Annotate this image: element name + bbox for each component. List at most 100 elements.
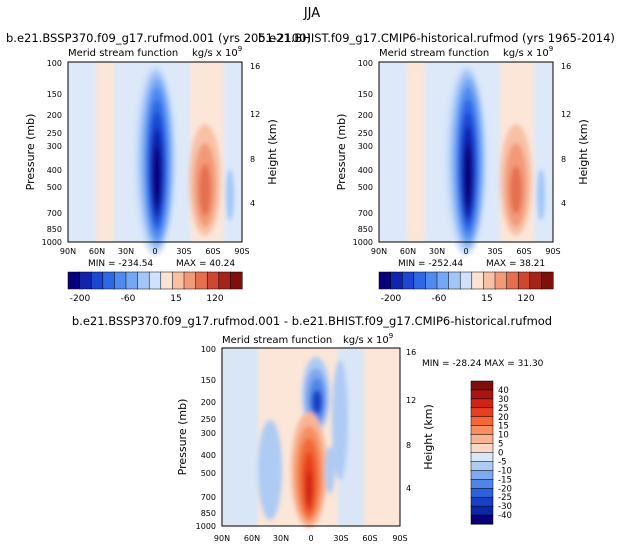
colorbar-cell bbox=[470, 434, 494, 445]
colorbar-cell bbox=[448, 271, 461, 290]
colorbar-tick-label: 40 bbox=[498, 386, 509, 396]
colorbar-cell bbox=[401, 271, 415, 290]
colorbar-tick-label: -15 bbox=[498, 475, 512, 485]
colorbar: -200 -60 15 120 bbox=[378, 271, 554, 304]
y-tick-label: 200 bbox=[358, 111, 373, 120]
colorbar-tick-label: 10 bbox=[498, 431, 509, 441]
colorbar-cells bbox=[378, 271, 554, 290]
plot-frame bbox=[378, 61, 554, 243]
contour-neg bbox=[332, 360, 348, 480]
panel-title: b.e21.BSSP370.f09_g17.rufmod.001 (yrs 20… bbox=[6, 31, 311, 45]
colorbar-cell bbox=[90, 271, 104, 290]
y-tick-label: 700 bbox=[201, 493, 216, 502]
y-tick-label: 850 bbox=[47, 225, 62, 234]
colorbar-tick-label: -5 bbox=[498, 457, 506, 467]
colorbar-tick-label: 120 bbox=[517, 294, 534, 304]
panel-units: kg/s x 109 bbox=[343, 332, 393, 346]
y2-ticks: 16 12 8 4 bbox=[406, 348, 416, 493]
x-tick-label: 60S bbox=[362, 534, 377, 543]
colorbar-cell bbox=[413, 271, 426, 290]
colorbar-tick-label: 15 bbox=[498, 422, 509, 432]
y-tick-label: 400 bbox=[47, 166, 62, 175]
panel-future: b.e21.BSSP370.f09_g17.rufmod.001 (yrs 20… bbox=[6, 31, 311, 304]
x-tick-label: 60N bbox=[89, 247, 105, 256]
y-tick-label: 150 bbox=[358, 90, 373, 99]
y-tick-label: 700 bbox=[358, 209, 373, 218]
colorbar-cell bbox=[390, 271, 403, 290]
contour-pos bbox=[407, 62, 425, 242]
contour-pos bbox=[199, 164, 211, 216]
colorbar-cell bbox=[195, 271, 208, 290]
colorbar-cell bbox=[470, 389, 494, 400]
colorbar-cell bbox=[470, 452, 494, 462]
y2-tick-label: 8 bbox=[406, 441, 411, 450]
colorbar-cell bbox=[470, 479, 494, 489]
minmax-label: MIN = -28.24 MAX = 31.30 bbox=[422, 359, 544, 369]
colorbar-cell bbox=[148, 271, 162, 290]
contour-fill bbox=[96, 62, 234, 256]
colorbar-cell bbox=[459, 271, 473, 290]
y-tick-label: 500 bbox=[201, 469, 216, 478]
colorbar-tick-label: 15 bbox=[170, 294, 181, 304]
panel-title: b.e21.BSSP370.f09_g17.rufmod.001 - b.e21… bbox=[72, 314, 552, 328]
colorbar-cell bbox=[230, 271, 243, 290]
x-tick-label: 60S bbox=[205, 247, 220, 256]
y-tick-label: 850 bbox=[358, 225, 373, 234]
y-tick-label: 400 bbox=[358, 166, 373, 175]
plot-frame bbox=[221, 347, 401, 527]
y2-ticks: 16 12 8 4 bbox=[561, 62, 571, 208]
panel-historical: b.e21.BHIST.f09_g17.CMIP6-historical.ruf… bbox=[258, 31, 615, 304]
colorbar-cell bbox=[137, 271, 150, 290]
colorbar-tick-label: -60 bbox=[432, 294, 447, 304]
y2-tick-label: 8 bbox=[250, 155, 255, 164]
colorbar-tick-label: 5 bbox=[498, 440, 503, 450]
y2-axis-label: Height (km) bbox=[266, 119, 279, 185]
y-ticks: 100 150 200 250 300 400 500 700 850 1000 bbox=[353, 59, 373, 247]
colorbar-tick-label: -20 bbox=[498, 484, 512, 494]
panel-units: kg/s x 109 bbox=[503, 45, 553, 59]
colorbar-cell bbox=[494, 271, 508, 290]
y2-tick-label: 4 bbox=[406, 484, 411, 493]
colorbar-cell bbox=[470, 470, 494, 480]
y-tick-label: 1000 bbox=[353, 238, 373, 247]
colorbar-cell bbox=[529, 271, 542, 290]
y-tick-label: 1000 bbox=[42, 238, 62, 247]
colorbar-cell bbox=[470, 514, 494, 525]
colorbar-cell bbox=[470, 443, 494, 454]
contour-fill bbox=[222, 348, 364, 528]
x-tick-label: 30N bbox=[118, 247, 134, 256]
y-tick-label: 150 bbox=[47, 90, 62, 99]
x-tick-label: 0 bbox=[463, 247, 468, 256]
colorbar-cell bbox=[436, 271, 450, 290]
y-tick-label: 100 bbox=[201, 345, 216, 354]
colorbar-cell bbox=[378, 271, 392, 290]
x-tick-label: 60N bbox=[400, 247, 416, 256]
colorbar-cell bbox=[125, 271, 139, 290]
colorbar-cell bbox=[79, 271, 92, 290]
colorbar-tick-label: -25 bbox=[498, 493, 512, 503]
panel-subtitle: Merid stream function bbox=[68, 48, 178, 59]
colorbar-cell bbox=[172, 271, 185, 290]
x-tick-label: 30N bbox=[429, 247, 445, 256]
y-tick-label: 400 bbox=[201, 451, 216, 460]
colorbar-cell bbox=[517, 271, 531, 290]
colorbar-tick-label: -40 bbox=[498, 511, 512, 521]
max-label: MAX = 38.21 bbox=[486, 259, 545, 269]
x-ticks: 90N 60N 30N 0 30S 60S 90S bbox=[60, 247, 250, 256]
colorbar-cells bbox=[470, 380, 494, 525]
colorbar-cell bbox=[102, 271, 115, 290]
min-label: MIN = -252.44 bbox=[398, 259, 463, 269]
colorbar-tick-label: 120 bbox=[206, 294, 223, 304]
colorbar-cell bbox=[471, 271, 484, 290]
y2-ticks: 16 12 8 4 bbox=[250, 62, 260, 208]
x-tick-label: 0 bbox=[308, 534, 313, 543]
plot-area bbox=[221, 347, 401, 528]
x-tick-label: 60S bbox=[516, 247, 531, 256]
colorbar-cell bbox=[470, 416, 494, 427]
y-tick-label: 1000 bbox=[196, 522, 216, 531]
season-title: JJA bbox=[303, 6, 320, 21]
units-text: kg/s x 10 bbox=[192, 48, 238, 59]
x-tick-label: 90N bbox=[371, 247, 387, 256]
y-ticks: 100 150 200 250 300 400 500 700 850 1000 bbox=[196, 345, 216, 531]
colorbar-tick-label: -30 bbox=[498, 502, 512, 512]
